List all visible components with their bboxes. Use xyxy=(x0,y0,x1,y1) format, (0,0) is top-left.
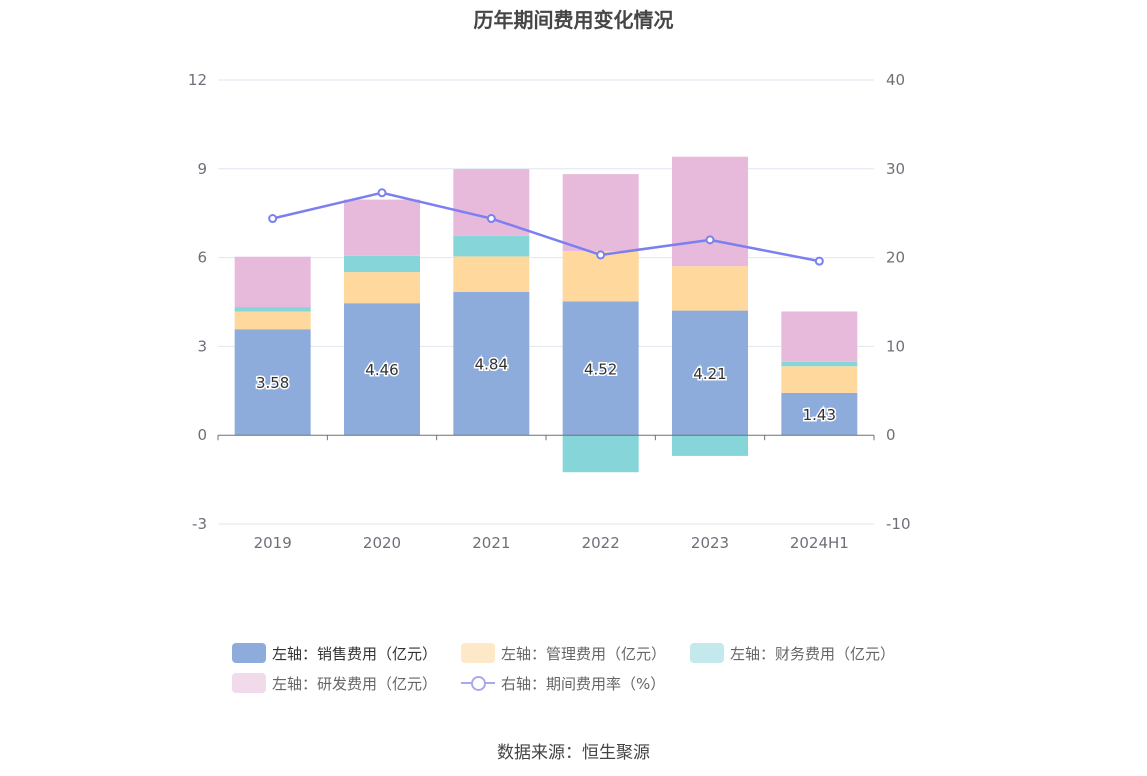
bar-data-label: 1.43 xyxy=(803,406,836,424)
bar-finance xyxy=(234,307,311,312)
legend: 左轴：销售费用（亿元） 左轴：管理费用（亿元） 左轴：财务费用（亿元） 左轴：研… xyxy=(232,638,932,698)
bar-rnd xyxy=(453,169,530,236)
bar-admin xyxy=(562,251,639,302)
legend-label-finance: 左轴：财务费用（亿元） xyxy=(730,644,896,663)
rate-line xyxy=(272,191,820,263)
left-axis-tick-label: 6 xyxy=(197,249,207,267)
left-axis-tick-label: 3 xyxy=(197,337,207,355)
x-axis-tick-label: 2020 xyxy=(363,534,401,552)
legend-label-rate: 右轴：期间费用率（%） xyxy=(501,674,666,693)
bar-data-label: 4.46 xyxy=(365,361,398,379)
bar-admin xyxy=(453,256,530,292)
legend-swatch-rnd xyxy=(232,673,266,693)
x-axis-tick-label: 2019 xyxy=(254,534,292,552)
legend-item-sales[interactable]: 左轴：销售费用（亿元） xyxy=(232,643,437,664)
bar-admin xyxy=(781,366,858,393)
right-axis-tick-label: 0 xyxy=(886,426,896,444)
legend-item-rnd[interactable]: 左轴：研发费用（亿元） xyxy=(232,673,437,694)
bar-sales xyxy=(781,392,858,436)
left-axis-tick-label: 9 xyxy=(197,160,207,178)
left-axis-tick-label: 0 xyxy=(197,426,207,444)
bar-finance xyxy=(672,435,748,456)
legend-line-rate-icon xyxy=(461,673,496,693)
bar-admin xyxy=(672,266,748,311)
bar-rnd xyxy=(781,311,858,362)
right-axis-tick-label: 10 xyxy=(886,337,905,355)
bar-sales xyxy=(672,310,748,436)
legend-swatch-sales xyxy=(232,643,266,663)
bar-finance xyxy=(781,361,858,367)
right-axis-tick-label: 30 xyxy=(886,160,905,178)
chart-title: 历年期间费用变化情况 xyxy=(473,8,674,32)
x-axis-tick-label: 2023 xyxy=(691,534,729,552)
right-axis-tick-label: -10 xyxy=(886,515,911,533)
rate-point xyxy=(596,250,606,260)
rate-point xyxy=(705,235,715,245)
rate-point xyxy=(377,188,387,198)
bar-admin xyxy=(344,272,420,304)
legend-label-rnd: 左轴：研发费用（亿元） xyxy=(272,674,438,693)
right-axis-tick-label: 40 xyxy=(886,71,905,89)
bar-sales xyxy=(234,329,311,436)
data-source: 数据来源：恒生聚源 xyxy=(497,743,650,763)
legend-label-sales: 左轴：销售费用（亿元） xyxy=(272,644,438,663)
rate-point xyxy=(814,256,824,266)
left-axis-tick-label: 12 xyxy=(188,71,207,89)
bar-data-label: 4.52 xyxy=(584,360,617,378)
bar-sales xyxy=(562,301,639,436)
bar-rnd xyxy=(344,199,420,256)
bar-sales xyxy=(453,291,530,436)
rate-point xyxy=(268,214,278,224)
bar-finance xyxy=(562,435,639,473)
rate-point xyxy=(486,214,496,224)
legend-label-admin: 左轴：管理费用（亿元） xyxy=(501,644,667,663)
chart-area: -3 0 3 6 9 12 -10 0 10 20 30 40 2019 2020 2021 2022 2023… xyxy=(188,71,911,552)
legend-swatch-admin xyxy=(461,643,496,663)
legend-item-admin[interactable]: 左轴：管理费用（亿元） xyxy=(461,643,666,664)
bar-rnd xyxy=(234,256,311,308)
legend-item-rate[interactable]: 右轴：期间费用率（%） xyxy=(461,673,665,694)
x-axis-tick-label: 2022 xyxy=(582,534,620,552)
bar-data-label: 4.21 xyxy=(693,365,726,383)
bar-data-label: 4.84 xyxy=(475,356,508,374)
bar-rnd xyxy=(672,156,748,267)
legend-swatch-finance xyxy=(690,643,725,663)
legend-item-finance[interactable]: 左轴：财务费用（亿元） xyxy=(690,643,895,664)
left-axis-tick-label: -3 xyxy=(192,515,207,533)
bar-data-label: 3.58 xyxy=(256,374,289,392)
right-axis-tick-label: 20 xyxy=(886,249,905,267)
bar-rnd xyxy=(562,174,639,252)
bar-finance xyxy=(453,235,530,257)
bar-sales xyxy=(344,303,420,436)
x-axis-tick-label: 2024H1 xyxy=(790,534,849,552)
x-axis-tick-label: 2021 xyxy=(472,534,510,552)
bar-admin xyxy=(234,311,311,330)
bar-finance xyxy=(344,255,420,273)
